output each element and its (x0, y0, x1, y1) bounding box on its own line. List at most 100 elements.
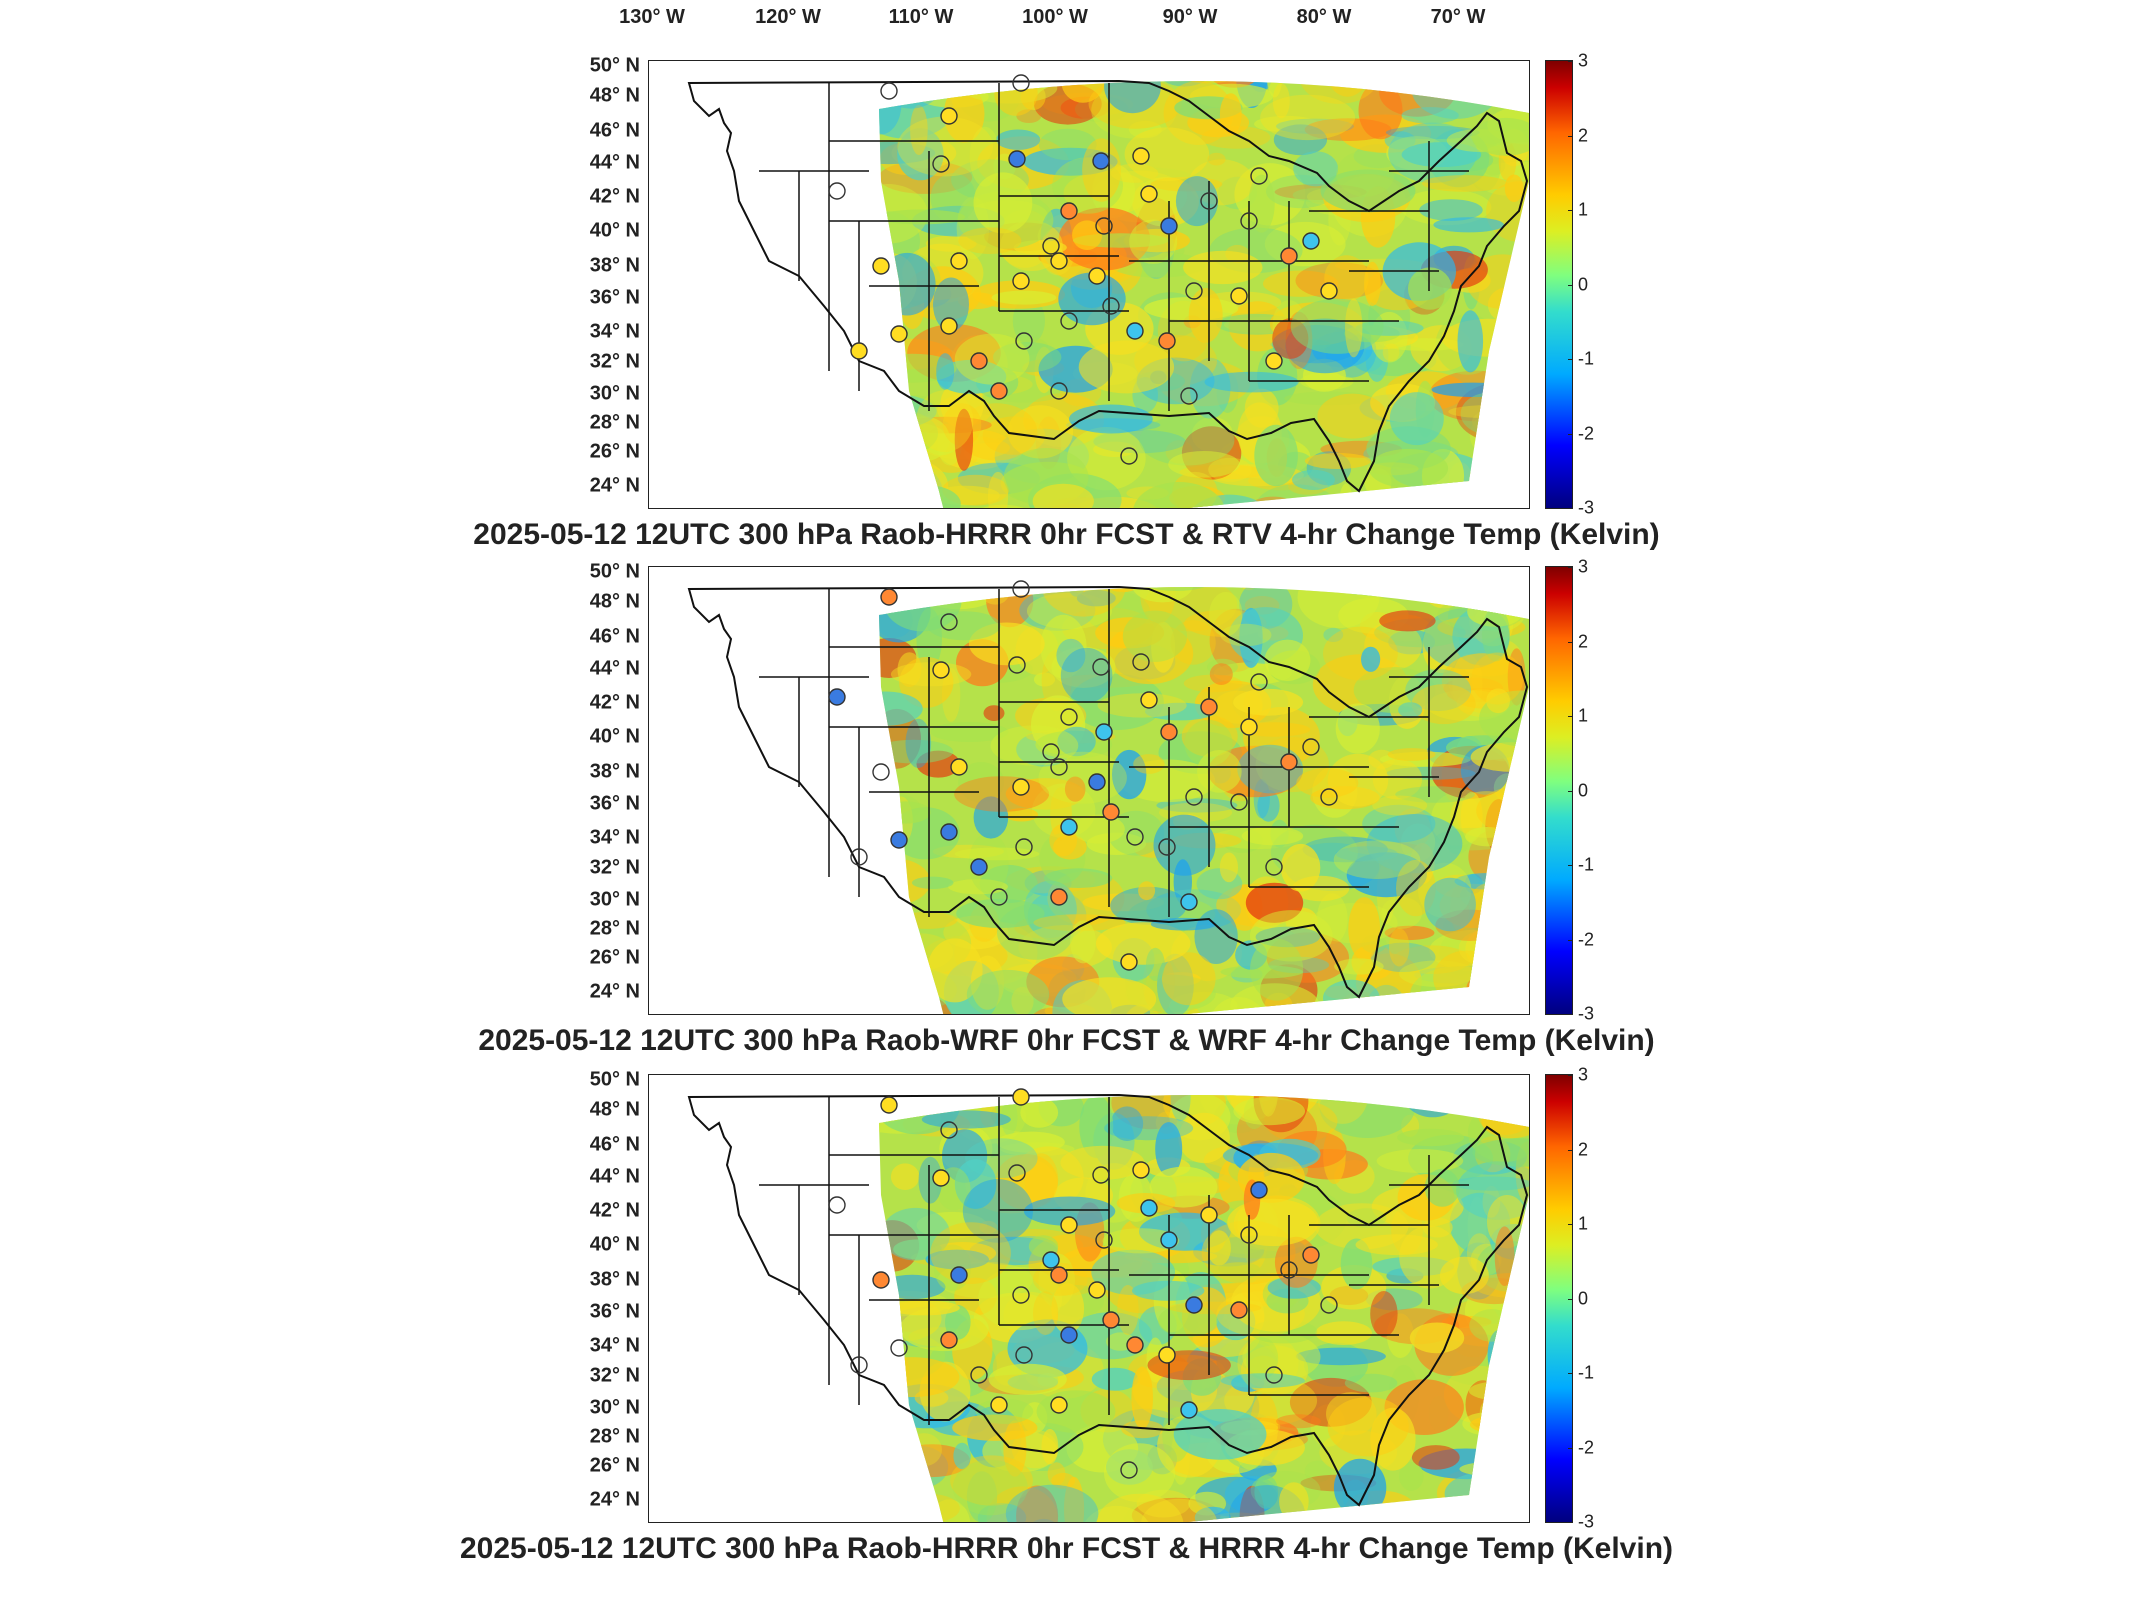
field-blob (1241, 826, 1304, 846)
field-blob (1510, 80, 1529, 93)
field-blob (1131, 1366, 1153, 1430)
longitude-label: 90° W (1162, 6, 1218, 28)
field-blob (1345, 999, 1436, 1014)
raob-station-marker (1280, 247, 1298, 265)
field-blob (1173, 1409, 1267, 1460)
field-blob (1040, 614, 1087, 679)
map-svg (687, 1088, 1529, 1522)
raob-station-marker (990, 382, 1008, 400)
field-blob (1235, 586, 1263, 591)
raob-station-marker (950, 758, 968, 776)
latitude-label: 40° N (589, 219, 640, 242)
raob-station-marker (872, 763, 890, 781)
field-blob (1273, 124, 1327, 156)
field-blob (1319, 1094, 1416, 1138)
field-blob (1264, 639, 1311, 681)
colorbar-tick (1568, 1014, 1573, 1015)
field-blob (1132, 482, 1226, 508)
field-blob (1005, 1484, 1099, 1522)
field-blob (1471, 117, 1529, 156)
field-blob (1401, 142, 1482, 168)
field-blob (1020, 1097, 1059, 1128)
colorbar-tick (1568, 1149, 1573, 1151)
field-blob (1170, 61, 1196, 79)
field-blob (1315, 1321, 1372, 1345)
temperature-map (648, 566, 1530, 1015)
field-blob (1386, 1501, 1460, 1522)
field-blob (1188, 288, 1223, 343)
latitude-label: 48° N (589, 590, 640, 613)
raob-station-marker (850, 1356, 868, 1374)
field-blob (1387, 748, 1436, 761)
colorbar-tick-label: -3 (1578, 1511, 1595, 1532)
raob-station-marker (940, 823, 958, 841)
field-blob (1470, 742, 1529, 772)
field-blob (1388, 122, 1478, 183)
field-blob (1327, 1396, 1409, 1457)
raob-station-marker (1102, 297, 1120, 315)
panel-title: 2025-05-12 12UTC 300 hPa Raob-WRF 0hr FC… (478, 1024, 1655, 1057)
field-blob (945, 1304, 971, 1340)
field-blob (1178, 1112, 1230, 1164)
field-blob (1156, 798, 1238, 813)
field-blob (930, 1222, 1011, 1284)
field-blob (1469, 493, 1516, 508)
colorbar-tick (1568, 865, 1573, 866)
field-blob (1170, 620, 1216, 665)
field-blob (1260, 94, 1356, 141)
raob-station-marker (1008, 656, 1026, 674)
raob-station-marker (1132, 1161, 1150, 1179)
colorbar-tick (1568, 1298, 1573, 1300)
raob-station-marker (1265, 352, 1283, 370)
raob-station-marker (1095, 217, 1113, 235)
raob-station-marker (1158, 1346, 1176, 1364)
field-blob (1370, 942, 1436, 972)
field-blob (954, 333, 1030, 385)
field-blob (1262, 1513, 1318, 1522)
field-blob (1104, 1443, 1176, 1503)
field-blob (1408, 267, 1452, 310)
latitude-label: 48° N (589, 84, 640, 107)
field-blob (1204, 371, 1299, 393)
field-blob (1041, 1428, 1059, 1465)
field-blob (1344, 1373, 1398, 1393)
field-blob (1486, 688, 1510, 714)
field-blob (1272, 83, 1290, 119)
map-svg (687, 61, 1529, 508)
field-blob (1276, 1414, 1321, 1429)
raob-station-marker (1185, 282, 1203, 300)
field-blob (1196, 64, 1255, 78)
raob-station-marker (890, 1339, 908, 1357)
raob-station-marker (850, 342, 868, 360)
field-blob (954, 1159, 997, 1209)
raob-station-marker (950, 1266, 968, 1284)
raob-station-marker (1015, 838, 1033, 856)
field-blob (1315, 1094, 1336, 1104)
field-blob (1170, 1094, 1191, 1122)
field-blob (1162, 952, 1216, 1006)
field-blob (1405, 669, 1472, 712)
field-blob (1433, 1094, 1494, 1101)
colorbar-tick (1568, 1075, 1573, 1076)
colorbar-tick (1568, 716, 1573, 717)
field-blob (1207, 152, 1226, 166)
field-blob (879, 1220, 920, 1272)
field-blob (1364, 261, 1381, 306)
colorbar-tick-label: 0 (1578, 1288, 1589, 1308)
field-blob (925, 235, 977, 252)
field-blob (1494, 1469, 1529, 1493)
field-blob (1504, 174, 1524, 203)
field-blob (1477, 479, 1513, 508)
raob-station-marker (990, 1396, 1008, 1414)
field-blob (1296, 768, 1359, 798)
field-blob (1023, 1196, 1116, 1226)
raob-station-marker (1250, 167, 1268, 185)
field-blob (1496, 313, 1529, 350)
colorbar-tick-label: 1 (1578, 1213, 1589, 1234)
field-blob (1362, 804, 1436, 843)
field-blob (1219, 93, 1242, 136)
raob-station-marker (940, 317, 958, 335)
field-blob (1443, 1012, 1483, 1014)
field-blob (1317, 393, 1388, 439)
raob-station-marker (1140, 691, 1158, 709)
